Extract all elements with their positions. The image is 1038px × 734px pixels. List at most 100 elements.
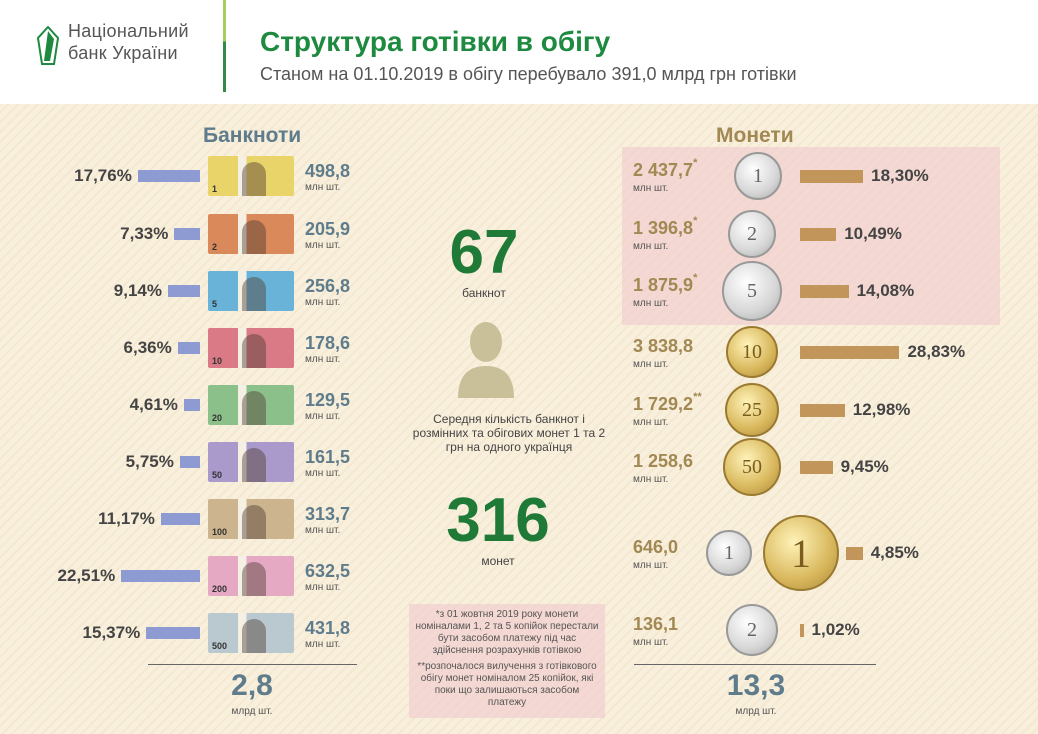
banknote-portrait xyxy=(242,505,266,539)
logo-line-1: Національний xyxy=(68,21,189,41)
banknote-unit: млн шт. xyxy=(305,525,341,536)
coin-count-value: 1 729,2 xyxy=(633,394,694,414)
coin-image: 10 xyxy=(726,326,778,378)
coin-percent: 12,98% xyxy=(852,400,911,419)
banknote-portrait xyxy=(242,277,266,311)
coin-share-bar xyxy=(800,346,900,359)
coin-unit: млн шт. xyxy=(633,359,669,370)
banknote-portrait xyxy=(242,448,266,482)
banknote-percent: 22,51% xyxy=(57,566,116,585)
coins-total: 13,3 xyxy=(726,669,786,702)
banknotes-heading: Банкноти xyxy=(203,124,302,147)
logo-text: Національний банк України xyxy=(68,20,189,64)
logo-line-2: банк України xyxy=(68,43,178,63)
coin-percent: 9,45% xyxy=(840,457,889,476)
banknote-unit: млн шт. xyxy=(305,411,341,422)
footnote-2: **розпочалося вилучення з готівкового об… xyxy=(417,661,597,708)
banknote-percent: 11,17% xyxy=(98,509,155,528)
coin-share-bar xyxy=(800,170,864,183)
coin-footnote-mark: * xyxy=(693,215,698,227)
banknote-count: 205,9 xyxy=(305,219,351,239)
coin-percent: 4,85% xyxy=(870,543,919,562)
banknote-share-bar xyxy=(174,228,200,240)
coin-footnote-mark: * xyxy=(693,157,698,169)
banknote-count: 313,7 xyxy=(305,504,351,524)
banknote-denomination: 2 xyxy=(212,242,218,252)
coins-heading: Монети xyxy=(716,124,794,147)
coin-unit: млн шт. xyxy=(633,637,669,648)
banknote-denomination: 50 xyxy=(212,470,223,480)
coin-unit: млн шт. xyxy=(633,474,669,485)
banknote-denomination: 500 xyxy=(212,641,228,651)
banknote-unit: млн шт. xyxy=(305,639,341,650)
coin-count: 2 437,7* xyxy=(633,158,697,180)
coins-per-person-label: монет xyxy=(481,554,515,568)
banknote-unit: млн шт. xyxy=(305,297,341,308)
banknote-image: 20 xyxy=(208,385,294,425)
coin-image: 50 xyxy=(723,438,781,496)
average-description: Середня кількість банкнот і розмінних та… xyxy=(412,412,606,454)
coin-1-hryvnia-gold-image: 1 xyxy=(763,515,839,591)
banknote-count: 129,5 xyxy=(305,390,351,410)
banknote-image: 10 xyxy=(208,328,294,368)
footnote-1: *з 01 жовтня 2019 року монети номіналами… xyxy=(415,609,599,656)
banknote-percent: 15,37% xyxy=(82,623,141,642)
banknote-count: 431,8 xyxy=(305,618,351,638)
banknote-count: 632,5 xyxy=(305,561,351,581)
banknote-count: 178,6 xyxy=(305,333,351,353)
coin-unit: млн шт. xyxy=(633,560,669,571)
banknote-unit: млн шт. xyxy=(305,468,341,479)
coin-count: 646,0 xyxy=(633,538,678,556)
banknote-unit: млн шт. xyxy=(305,354,341,365)
coin-count: 1 258,6 xyxy=(633,452,693,470)
coin-unit: млн шт. xyxy=(633,417,669,428)
coin-count: 3 838,8 xyxy=(633,337,693,355)
person-icon xyxy=(458,322,514,398)
banknote-share-bar xyxy=(168,285,200,297)
coin-count-value: 3 838,8 xyxy=(633,336,694,356)
banknote-portrait xyxy=(242,220,266,254)
coin-count-value: 1 875,9 xyxy=(633,275,694,295)
banknote-image: 100 xyxy=(208,499,294,539)
banknote-share-bar xyxy=(146,627,200,639)
coin-percent: 28,83% xyxy=(907,342,966,361)
coin-share-bar xyxy=(846,547,863,560)
coin-percent: 18,30% xyxy=(871,166,929,185)
coins-total-line xyxy=(634,664,876,665)
coin-share-bar xyxy=(800,228,837,241)
coin-count-value: 646,0 xyxy=(633,537,679,557)
banknote-share-bar xyxy=(179,456,200,468)
nbu-logo-icon xyxy=(36,26,60,65)
banknote-image: 1 xyxy=(208,156,294,196)
banknote-image: 200 xyxy=(208,556,294,596)
banknote-portrait xyxy=(242,391,266,425)
banknote-denomination: 200 xyxy=(212,584,228,594)
coin-count: 1 396,8* xyxy=(633,216,697,238)
footnotes: *з 01 жовтня 2019 року монети номіналами… xyxy=(409,604,605,718)
coin-count: 1 875,9* xyxy=(633,273,697,295)
banknotes-total-unit: млрд шт. xyxy=(231,706,273,717)
banknote-portrait xyxy=(242,619,266,653)
coin-image: 25 xyxy=(725,383,779,437)
banknote-percent: 9,14% xyxy=(113,281,162,300)
header-divider xyxy=(223,0,226,92)
coin-image: 5 xyxy=(722,261,782,321)
banknote-unit: млн шт. xyxy=(305,240,341,251)
banknotes-per-person: 67 xyxy=(449,218,519,287)
banknote-image: 500 xyxy=(208,613,294,653)
banknote-percent: 7,33% xyxy=(120,224,169,243)
coin-unit: млн шт. xyxy=(633,298,669,309)
coin-count-value: 1 258,6 xyxy=(633,451,694,471)
coin-share-bar xyxy=(800,404,845,417)
banknote-denomination: 100 xyxy=(212,527,228,537)
banknote-portrait xyxy=(242,334,266,368)
banknote-percent: 5,75% xyxy=(125,452,174,471)
coin-percent: 10,49% xyxy=(844,224,902,243)
banknote-image: 5 xyxy=(208,271,294,311)
coin-footnote-mark: * xyxy=(693,272,698,284)
banknotes-total-line xyxy=(148,664,357,665)
banknote-portrait xyxy=(242,562,266,596)
coin-count-value: 136,1 xyxy=(633,614,679,634)
coin-share-bar xyxy=(800,624,804,637)
coins-per-person: 316 xyxy=(446,486,550,555)
